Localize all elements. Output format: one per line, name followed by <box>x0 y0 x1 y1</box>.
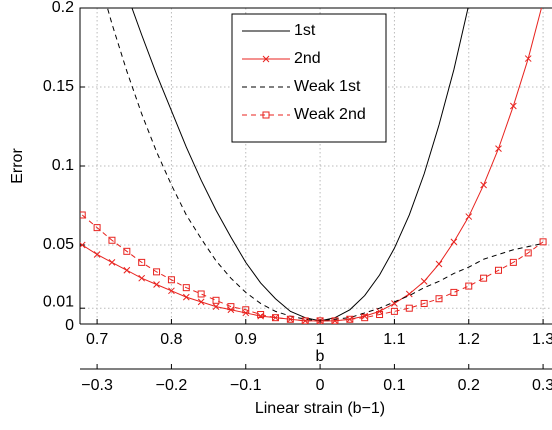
legend-marker <box>262 55 270 63</box>
marker-x <box>480 181 487 189</box>
marker-square <box>509 258 517 266</box>
marker-x <box>153 281 160 288</box>
marker-square <box>435 295 443 303</box>
marker-square <box>212 296 220 304</box>
legend-label: 1st <box>294 22 316 39</box>
marker-square <box>108 236 116 244</box>
x2-tick-label: 0.1 <box>383 377 405 394</box>
marker-x <box>272 314 279 322</box>
marker-x <box>435 260 443 268</box>
marker-square <box>539 238 547 246</box>
legend-label: 2nd <box>294 50 321 67</box>
y-tick-label: 0.1 <box>52 157 74 174</box>
x-tick-label: 0.8 <box>160 331 182 348</box>
marker-x <box>197 298 205 306</box>
y-tick-label: 0.05 <box>43 236 74 253</box>
legend-label: Weak 1st <box>294 78 361 95</box>
x-tick-label: 1 <box>316 331 325 348</box>
x2-axis-label: Linear strain (b−1) <box>255 400 385 417</box>
marker-x <box>450 238 458 246</box>
x2-tick-label: 0 <box>316 377 325 394</box>
marker-square <box>480 274 488 282</box>
marker-square <box>316 317 324 324</box>
x2-tick-label: −0.3 <box>81 377 113 394</box>
marker-square <box>167 276 175 284</box>
marker-x <box>212 303 220 310</box>
marker-square <box>361 314 369 322</box>
marker-x <box>182 293 190 301</box>
marker-square <box>346 315 354 323</box>
marker-square <box>271 314 279 322</box>
x-tick-label: 1.3 <box>532 331 552 348</box>
marker-square <box>405 304 413 312</box>
marker-x <box>108 259 116 266</box>
x2-tick-label: 0.2 <box>458 377 480 394</box>
marker-square <box>376 311 384 319</box>
marker-x <box>509 102 517 110</box>
marker-square <box>524 249 532 257</box>
series-line <box>106 8 544 322</box>
marker-x <box>168 287 175 295</box>
y-tick-label: 0.2 <box>52 0 74 16</box>
x-tick-label: 1.1 <box>383 331 405 348</box>
plot-area <box>80 0 547 324</box>
marker-x <box>123 266 131 274</box>
series-line <box>81 214 544 322</box>
marker-x <box>540 0 546 5</box>
x-tick-label: 0.7 <box>86 331 108 348</box>
legend-label: Weak 2nd <box>294 106 366 123</box>
marker-x <box>405 290 413 298</box>
marker-square <box>257 311 265 319</box>
marker-square <box>450 288 458 296</box>
x2-tick-label: −0.1 <box>230 377 262 394</box>
y-tick-label: 0.15 <box>43 78 74 95</box>
marker-x <box>80 241 86 249</box>
marker-square <box>138 258 146 266</box>
x-axis-label: b <box>316 348 325 365</box>
x2-tick-label: −0.2 <box>156 377 188 394</box>
x2-tick-label: 0.3 <box>532 377 552 394</box>
series-line <box>131 8 469 322</box>
marker-x <box>465 213 473 220</box>
x-tick-label: 1.2 <box>458 331 480 348</box>
marker-square <box>420 299 428 307</box>
marker-square <box>80 211 86 219</box>
marker-x <box>138 274 146 282</box>
y-tick-label: 0 <box>65 317 74 334</box>
marker-x <box>93 251 101 258</box>
marker-square <box>182 284 190 292</box>
marker-x <box>257 312 264 320</box>
y-tick-label: 0.01 <box>43 293 74 310</box>
marker-x <box>495 145 502 152</box>
legend-marker <box>262 111 270 119</box>
legend-box <box>231 13 387 143</box>
marker-x <box>524 55 532 62</box>
marker-square <box>301 317 309 324</box>
marker-x <box>301 317 309 324</box>
marker-square <box>286 315 294 323</box>
marker-square <box>465 282 473 290</box>
marker-x <box>420 277 428 285</box>
marker-square <box>331 317 339 324</box>
y-axis-label: Error <box>9 148 26 184</box>
series-line <box>81 8 542 322</box>
marker-square <box>242 306 250 314</box>
marker-square <box>227 303 235 311</box>
marker-square <box>153 268 161 276</box>
marker-square <box>390 307 398 315</box>
marker-square <box>494 266 502 274</box>
marker-square <box>197 290 205 298</box>
marker-square <box>93 224 101 232</box>
marker-square <box>123 247 131 255</box>
x-tick-label: 0.9 <box>235 331 257 348</box>
plot-frame <box>79 7 552 324</box>
